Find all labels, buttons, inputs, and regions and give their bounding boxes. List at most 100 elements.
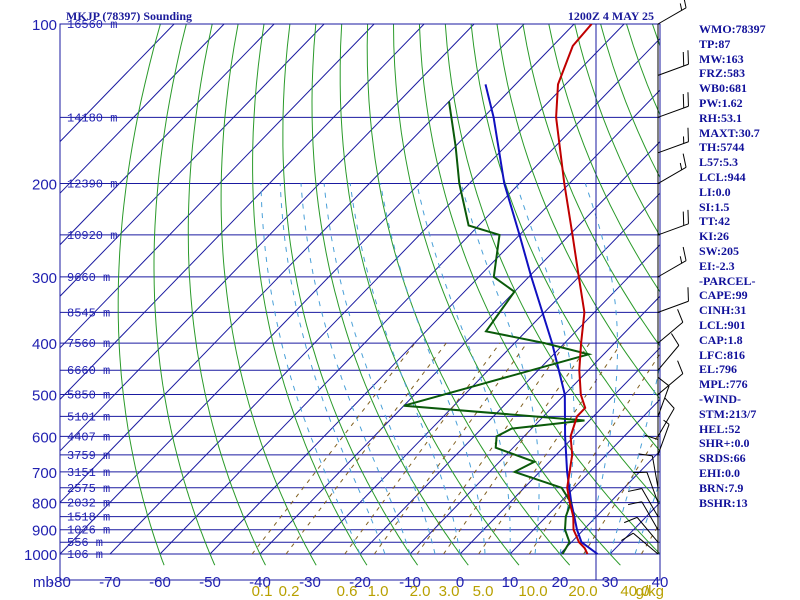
moist-adiabat-line xyxy=(323,183,436,555)
index-item: LCL:944 xyxy=(699,169,746,184)
index-item: EL:796 xyxy=(699,362,738,377)
dry-adiabat-line xyxy=(252,24,368,566)
isotherm-line xyxy=(209,89,660,555)
index-item: EI:-2.3 xyxy=(699,258,735,273)
index-item: SRDS:66 xyxy=(699,451,746,466)
height-label: 2575 m xyxy=(67,482,110,496)
isotherm-line xyxy=(109,24,625,555)
temperature-tick-label: -70 xyxy=(99,574,121,591)
dry-adiabat-line xyxy=(470,24,660,452)
mixing-ratio-line xyxy=(583,431,660,555)
dry-adiabat-line xyxy=(366,24,571,566)
parcel-trace xyxy=(484,84,599,555)
isotherm-line xyxy=(60,24,375,349)
isotherm-line xyxy=(459,347,660,555)
pressure-tick-label: 400 xyxy=(32,336,57,353)
temperature-tick-label: -50 xyxy=(199,574,221,591)
dry-adiabat-line xyxy=(418,24,660,555)
mixing-ratio-line xyxy=(285,342,447,555)
isotherm-line xyxy=(60,24,275,246)
wind-barbs xyxy=(621,0,689,555)
isotherm-line xyxy=(309,192,660,555)
index-item: -WIND- xyxy=(699,391,741,406)
dry-adiabat-line xyxy=(782,24,800,565)
height-label: 10920 m xyxy=(67,229,117,243)
wind-barb-half xyxy=(679,162,683,170)
mixing-ratio-label: 3.0 xyxy=(439,583,460,600)
height-label: 12390 m xyxy=(67,178,117,192)
height-label: 556 m xyxy=(67,536,103,550)
index-item: EHI:0.0 xyxy=(699,465,741,480)
temperature-tick-label: 30 xyxy=(602,574,619,591)
temperature-trace xyxy=(555,24,593,555)
chart-background-lines xyxy=(60,24,800,566)
height-label: 5101 m xyxy=(67,410,110,424)
pressure-tick-label: 200 xyxy=(32,177,57,194)
isotherm-line xyxy=(60,24,575,555)
dry-adiabat-line xyxy=(393,24,621,566)
height-label: 8545 m xyxy=(67,306,110,320)
pressure-tick-label: 800 xyxy=(32,496,57,513)
index-item: TT:42 xyxy=(699,214,731,229)
moist-adiabat-line xyxy=(300,183,411,555)
isotherm-line xyxy=(60,24,525,504)
index-item: LCL:901 xyxy=(699,317,746,332)
moist-adiabat-line xyxy=(279,183,386,555)
dry-adiabat-line xyxy=(548,24,660,293)
pressure-tick-label: 900 xyxy=(32,523,57,540)
mixing-ratio-line xyxy=(528,352,660,555)
temperature-tick-label: -20 xyxy=(349,574,371,591)
temperature-tick-label: -10 xyxy=(399,574,421,591)
wind-barb-half xyxy=(679,256,683,264)
wind-barb-flag xyxy=(683,0,687,8)
index-item: RH:53.1 xyxy=(699,110,742,125)
dewpoint-trace xyxy=(403,101,593,555)
moist-adiabat-line xyxy=(380,183,486,555)
wind-barb xyxy=(657,105,689,118)
wind-barb-flag xyxy=(682,153,687,168)
wind-barb-flag xyxy=(677,360,684,374)
temperature-tick-label: -30 xyxy=(299,574,321,591)
moist-adiabat-line xyxy=(260,183,361,555)
wind-barb xyxy=(657,63,689,76)
wind-barb xyxy=(657,373,684,395)
wind-barb xyxy=(657,345,680,371)
pressure-tick-label: 300 xyxy=(32,270,57,287)
index-item: KI:26 xyxy=(699,229,729,244)
pressure-tick-label: 1000 xyxy=(24,547,57,564)
wind-barb xyxy=(657,424,670,456)
height-label: 14180 m xyxy=(67,111,117,125)
wind-barb-flag xyxy=(677,309,684,323)
dry-adiabat-line xyxy=(220,24,317,566)
index-item: LI:0.0 xyxy=(699,184,731,199)
mixing-ratio-label: 40.0 xyxy=(620,583,649,600)
index-item: TH:5744 xyxy=(699,140,745,155)
pressure-tick-label: 500 xyxy=(32,387,57,404)
index-item: LFC:816 xyxy=(699,347,745,362)
mixing-ratio-label: 20.0 xyxy=(568,583,597,600)
dry-adiabat-line xyxy=(153,24,216,566)
height-label: 16560 m xyxy=(67,18,117,32)
index-item: SHR+:0.0 xyxy=(699,436,750,451)
wind-barb-flag xyxy=(624,516,638,524)
indices-panel: WMO:78397 TP:87 MW:163 FRZ:583 WB0:681 PW:1.6… xyxy=(699,22,766,510)
index-item: PW:1.62 xyxy=(699,95,743,110)
pressure-unit-label: mb xyxy=(33,574,54,591)
isotherm-line xyxy=(60,24,175,143)
index-item: SI:1.5 xyxy=(699,199,730,214)
temperature-tick-label: 20 xyxy=(552,574,569,591)
index-item: CAP:1.8 xyxy=(699,332,743,347)
index-item: L57:5.3 xyxy=(699,155,738,170)
wind-barb-flag xyxy=(670,333,680,346)
index-item: WMO:78397 xyxy=(699,22,766,36)
temperature-tick-label: 10 xyxy=(502,574,519,591)
dry-adiabat-line xyxy=(496,24,660,400)
moist-adiabat-line xyxy=(584,183,618,555)
index-item: STM:213/7 xyxy=(699,406,757,421)
wind-barb xyxy=(646,472,659,503)
height-label: 6660 m xyxy=(67,364,110,378)
index-item: SW:205 xyxy=(699,243,740,258)
index-item: HEL:52 xyxy=(699,421,741,436)
dry-adiabat-line xyxy=(339,24,520,566)
isotherm-line xyxy=(359,244,660,555)
